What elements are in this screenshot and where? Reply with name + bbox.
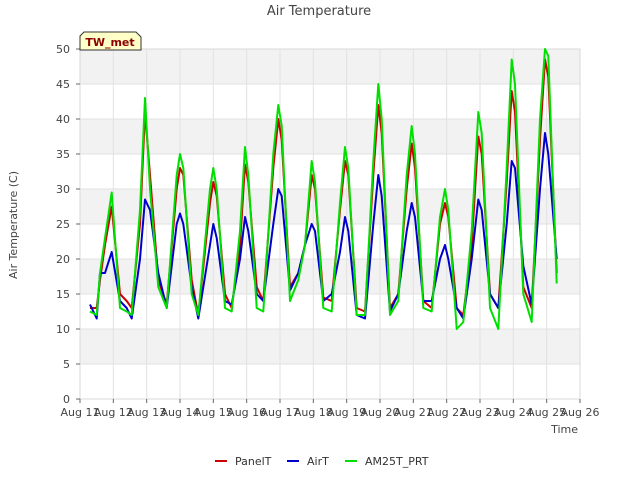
band <box>80 329 580 364</box>
plot-background-bands <box>80 49 580 364</box>
x-tick-label: Aug 25 <box>527 406 566 419</box>
y-tick-label: 25 <box>56 218 70 231</box>
x-tick-label: Aug 12 <box>94 406 133 419</box>
y-axis-label: Air Temperature (C) <box>7 171 20 279</box>
x-tick-label: Aug 15 <box>194 406 233 419</box>
x-tick-label: Aug 21 <box>394 406 433 419</box>
y-tick-label: 10 <box>56 323 70 336</box>
series-lines <box>89 48 558 330</box>
x-tick-label: Aug 22 <box>427 406 466 419</box>
band <box>80 119 580 154</box>
annotation-label: TW_met <box>85 36 134 49</box>
x-tick-label: Aug 17 <box>261 406 300 419</box>
legend-label: PanelT <box>235 455 272 468</box>
y-tick-label: 30 <box>56 183 70 196</box>
y-tick-label: 5 <box>63 358 70 371</box>
x-tick-label: Aug 19 <box>327 406 366 419</box>
x-tick-label: Aug 11 <box>61 406 100 419</box>
x-tick-label: Aug 16 <box>227 406 266 419</box>
x-tick-label: Aug 20 <box>361 406 400 419</box>
x-tick-label: Aug 18 <box>294 406 333 419</box>
y-tick-label: 15 <box>56 288 70 301</box>
y-tick-label: 40 <box>56 113 70 126</box>
legend-label: AM25T_PRT <box>365 455 429 468</box>
legend: PanelT AirT AM25T_PRT <box>215 455 429 468</box>
x-tick-label: Aug 26 <box>561 406 600 419</box>
y-tick-label: 50 <box>56 43 70 56</box>
y-tick-label: 20 <box>56 253 70 266</box>
band <box>80 189 580 224</box>
x-tick-label: Aug 13 <box>127 406 166 419</box>
annotation-box <box>79 31 142 51</box>
y-tick-label: 35 <box>56 148 70 161</box>
annotation-badge: TW_met <box>79 31 142 51</box>
series-line-am25t-prt <box>89 48 558 330</box>
y-tick-label: 0 <box>63 393 70 406</box>
legend-label: AirT <box>307 455 329 468</box>
band <box>80 49 580 84</box>
y-axis-ticks: 0 5 10 15 20 25 30 35 40 45 50 <box>56 43 80 406</box>
x-tick-label: Aug 23 <box>461 406 500 419</box>
chart-title: Air Temperature <box>267 4 371 19</box>
y-tick-label: 45 <box>56 78 70 91</box>
x-axis-label: Time <box>550 423 578 436</box>
band <box>80 259 580 294</box>
x-tick-label: Aug 14 <box>161 406 200 419</box>
x-tick-label: Aug 24 <box>494 406 533 419</box>
